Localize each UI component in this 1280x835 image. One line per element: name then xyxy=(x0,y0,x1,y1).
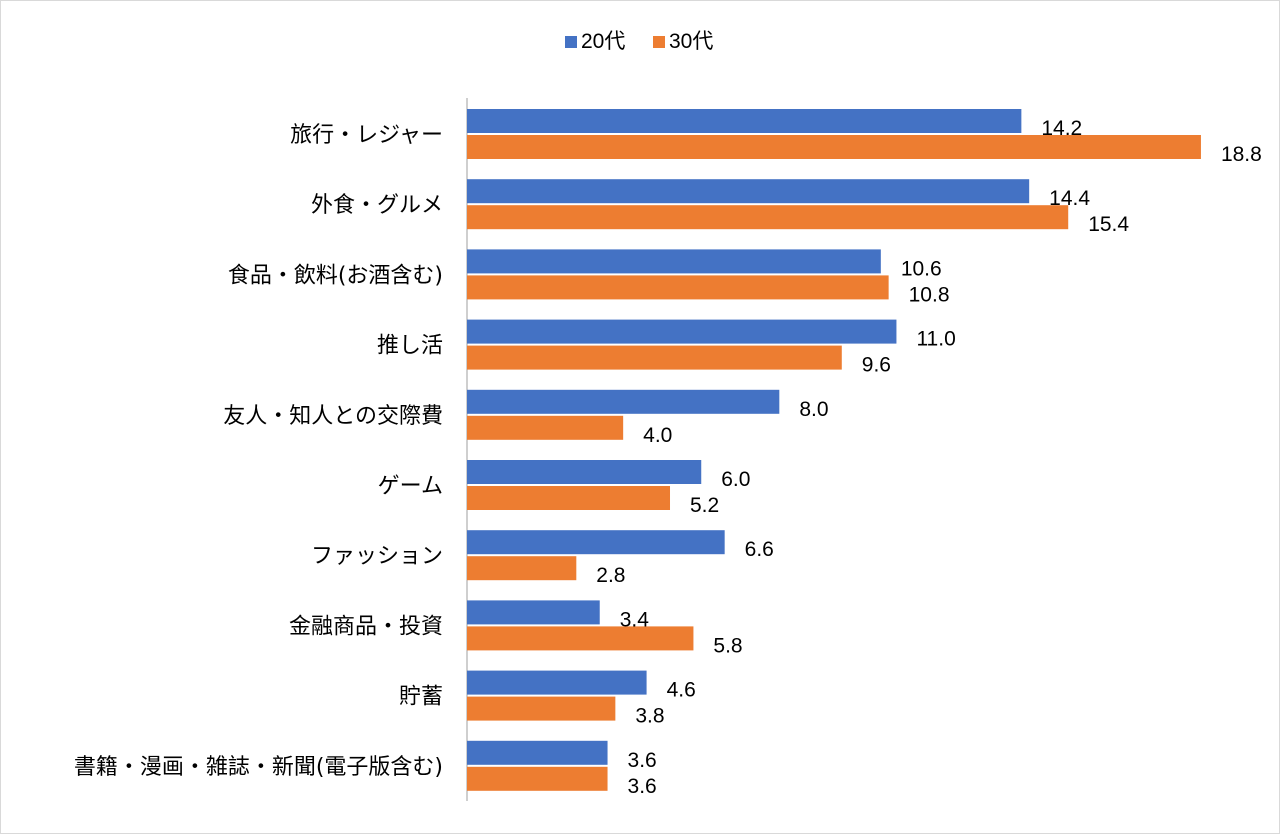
bar-series-1 xyxy=(467,600,600,625)
bar-series-1 xyxy=(467,389,780,414)
category-label: ファッション xyxy=(311,544,443,569)
bar-series-1 xyxy=(467,740,608,765)
legend: 20代 30代 xyxy=(565,30,713,53)
bars xyxy=(467,109,1201,791)
bar-series-1 xyxy=(467,319,897,344)
bar-series-1 xyxy=(467,460,702,484)
category-label: 外食・グルメ xyxy=(311,193,443,218)
bar-series-2 xyxy=(467,135,1201,159)
data-label-series-2: 9.6 xyxy=(862,354,891,377)
bar-series-1 xyxy=(467,670,647,695)
bar-series-2 xyxy=(467,696,616,721)
bar-series-2 xyxy=(467,415,624,440)
category-label: 貯蓄 xyxy=(399,685,443,710)
data-label-series-1: 6.6 xyxy=(745,538,774,561)
bar-series-2 xyxy=(467,275,889,300)
bar-series-2 xyxy=(467,345,842,370)
bar-series-2 xyxy=(467,626,694,651)
legend-label-series-1: 20代 xyxy=(581,30,625,53)
data-label-series-1: 14.2 xyxy=(1041,117,1082,140)
category-label: 推し活 xyxy=(377,334,443,359)
data-label-series-2: 15.4 xyxy=(1088,213,1129,236)
data-label-series-2: 3.6 xyxy=(628,775,657,798)
category-label: 金融商品・投資 xyxy=(289,614,443,639)
category-label: ゲーム xyxy=(378,474,443,499)
data-label-series-2: 5.2 xyxy=(690,494,719,517)
legend-label-series-2: 30代 xyxy=(669,30,713,53)
data-label-series-2: 4.0 xyxy=(643,424,672,447)
bar-series-1 xyxy=(467,530,725,555)
data-label-series-1: 3.4 xyxy=(620,608,650,631)
data-label-series-1: 3.6 xyxy=(628,749,657,772)
legend-swatch-series-1 xyxy=(565,36,577,48)
data-label-series-2: 10.8 xyxy=(909,283,950,306)
data-label-series-1: 14.4 xyxy=(1049,187,1090,210)
data-label-series-2: 18.8 xyxy=(1221,143,1262,166)
data-labels: 14.2 18.8 14.4 15.4 10.6 10.8 11.0 9.6 8.0 4.0 6.0… xyxy=(596,117,1262,798)
category-label: 食品・飲料(お酒含む) xyxy=(228,263,443,288)
bar-series-2 xyxy=(467,556,577,581)
data-label-series-1: 4.6 xyxy=(667,679,696,702)
bar-series-1 xyxy=(467,109,1022,133)
data-label-series-1: 8.0 xyxy=(799,398,828,421)
bar-series-1 xyxy=(467,249,881,274)
bar-series-2 xyxy=(467,205,1069,230)
data-label-series-2: 3.8 xyxy=(635,705,664,728)
data-label-series-1: 10.6 xyxy=(901,257,942,280)
data-label-series-2: 5.8 xyxy=(713,634,742,657)
legend-swatch-series-2 xyxy=(653,36,665,48)
category-label: 書籍・漫画・雑誌・新聞(電子版含む) xyxy=(74,755,443,780)
category-label: 友人・知人との交際費 xyxy=(223,404,443,429)
data-label-series-2: 2.8 xyxy=(596,564,625,587)
data-label-series-1: 11.0 xyxy=(916,328,955,351)
data-label-series-1: 6.0 xyxy=(721,468,750,491)
bar-series-2 xyxy=(467,766,608,791)
bar-series-1 xyxy=(467,179,1030,204)
bar-series-2 xyxy=(467,486,671,510)
category-label: 旅行・レジャー xyxy=(290,123,443,148)
